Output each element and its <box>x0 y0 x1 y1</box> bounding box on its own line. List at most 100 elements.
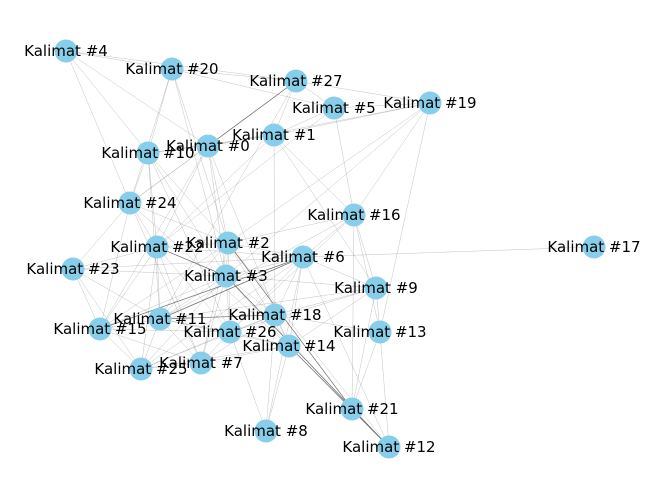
edge-16-26 <box>229 214 355 333</box>
node-circle <box>160 57 184 81</box>
node-circle <box>88 317 112 341</box>
node-label: Kalimat #19 <box>383 94 476 112</box>
node-circle <box>284 69 308 93</box>
node-label: Kalimat #9 <box>334 279 418 297</box>
edge-3-14 <box>225 275 290 347</box>
edge-20-10 <box>147 68 173 154</box>
node-circle <box>218 320 242 344</box>
graph-node-21: Kalimat #21 <box>305 397 399 421</box>
edge-0-22 <box>156 145 209 248</box>
graph-node-24: Kalimat #24 <box>83 191 177 215</box>
node-circle <box>189 351 213 375</box>
node-circle <box>368 320 392 344</box>
edge-11-26 <box>159 318 231 333</box>
edge-1-9 <box>273 134 377 289</box>
node-circle <box>254 419 278 443</box>
edge-2-6 <box>227 242 304 258</box>
node-circle <box>54 39 78 63</box>
node-circle <box>129 357 153 381</box>
node-circle <box>216 231 240 255</box>
node-label: Kalimat #27 <box>249 72 342 90</box>
edge-3-25 <box>140 275 227 370</box>
graph-node-11: Kalimat #11 <box>113 307 207 331</box>
graph-node-13: Kalimat #13 <box>333 320 427 344</box>
edge-26-8 <box>229 331 267 432</box>
edge-10-2 <box>147 152 229 244</box>
node-label: Kalimat #1 <box>232 126 316 144</box>
edge-13-21 <box>351 331 381 410</box>
graph-node-7: Kalimat #7 <box>159 351 243 375</box>
edge-3-7 <box>200 275 227 364</box>
edge-25-14 <box>140 345 290 370</box>
graph-node-1: Kalimat #1 <box>232 123 316 147</box>
node-label: Kalimat #3 <box>184 267 268 285</box>
edge-22-26 <box>156 246 231 333</box>
edge-19-1 <box>273 102 431 136</box>
graph-node-17: Kalimat #17 <box>547 235 641 259</box>
edge-4-24 <box>65 50 131 204</box>
edge-6-14 <box>288 256 304 347</box>
node-label: Kalimat #20 <box>125 60 218 78</box>
edge-10-22 <box>147 152 158 248</box>
graph-node-2: Kalimat #2 <box>186 231 270 255</box>
graph-node-23: Kalimat #23 <box>26 257 120 281</box>
edge-22-11 <box>156 246 161 320</box>
graph-node-9: Kalimat #9 <box>334 276 418 300</box>
edge-16-2 <box>227 214 355 244</box>
graph-node-25: Kalimat #25 <box>94 357 188 381</box>
edge-19-2 <box>227 102 431 244</box>
node-label: Kalimat #26 <box>183 323 276 341</box>
node-circle <box>262 123 286 147</box>
node-label: Kalimat #7 <box>159 354 243 372</box>
edge-15-26 <box>99 328 231 333</box>
node-circle <box>118 191 142 215</box>
edge-5-22 <box>156 107 335 248</box>
edge-0-3 <box>207 145 227 277</box>
node-circle <box>342 203 366 227</box>
edge-3-12 <box>225 275 390 448</box>
node-label: Kalimat #12 <box>342 438 435 456</box>
edge-3-15 <box>99 275 227 330</box>
node-circle <box>145 235 169 259</box>
edge-24-2 <box>129 202 229 244</box>
graph-node-0: Kalimat #0 <box>166 134 250 158</box>
graph-node-5: Kalimat #5 <box>292 96 376 120</box>
node-label: Kalimat #8 <box>224 422 308 440</box>
edge-14-12 <box>288 345 390 448</box>
node-circle <box>322 96 346 120</box>
edge-27-0 <box>207 80 297 147</box>
graph-node-22: Kalimat #22 <box>110 235 204 259</box>
edge-1-16 <box>273 134 355 216</box>
graph-node-26: Kalimat #26 <box>183 320 277 344</box>
edge-23-6 <box>72 256 304 270</box>
node-label: Kalimat #13 <box>333 323 426 341</box>
edge-4-0 <box>65 50 209 147</box>
node-label: Kalimat #18 <box>228 306 321 324</box>
edge-2-21 <box>227 242 353 410</box>
edge-2-11 <box>159 242 229 320</box>
edge-18-25 <box>140 314 276 370</box>
node-label: Kalimat #0 <box>166 137 250 155</box>
graph-node-16: Kalimat #16 <box>307 203 401 227</box>
edge-0-2 <box>207 145 229 244</box>
edge-22-15 <box>99 246 158 330</box>
edge-14-8 <box>265 345 290 432</box>
node-label: Kalimat #25 <box>94 360 187 378</box>
edge-4-10 <box>65 50 149 154</box>
graph-node-12: Kalimat #12 <box>342 435 436 459</box>
node-circle <box>340 397 364 421</box>
node-label: Kalimat #2 <box>186 234 270 252</box>
node-circle <box>148 307 172 331</box>
edge-23-25 <box>72 268 142 370</box>
node-circle <box>263 303 287 327</box>
node-label: Kalimat #11 <box>113 310 206 328</box>
node-label: Kalimat #16 <box>307 206 400 224</box>
edge-6-12 <box>302 256 390 448</box>
edge-6-25 <box>140 256 304 370</box>
edge-6-15 <box>99 256 304 330</box>
graph-node-14: Kalimat #14 <box>242 334 336 358</box>
node-circle <box>61 257 85 281</box>
graph-node-15: Kalimat #15 <box>53 317 147 341</box>
graph-node-10: Kalimat #10 <box>101 141 195 165</box>
node-circle <box>418 91 442 115</box>
